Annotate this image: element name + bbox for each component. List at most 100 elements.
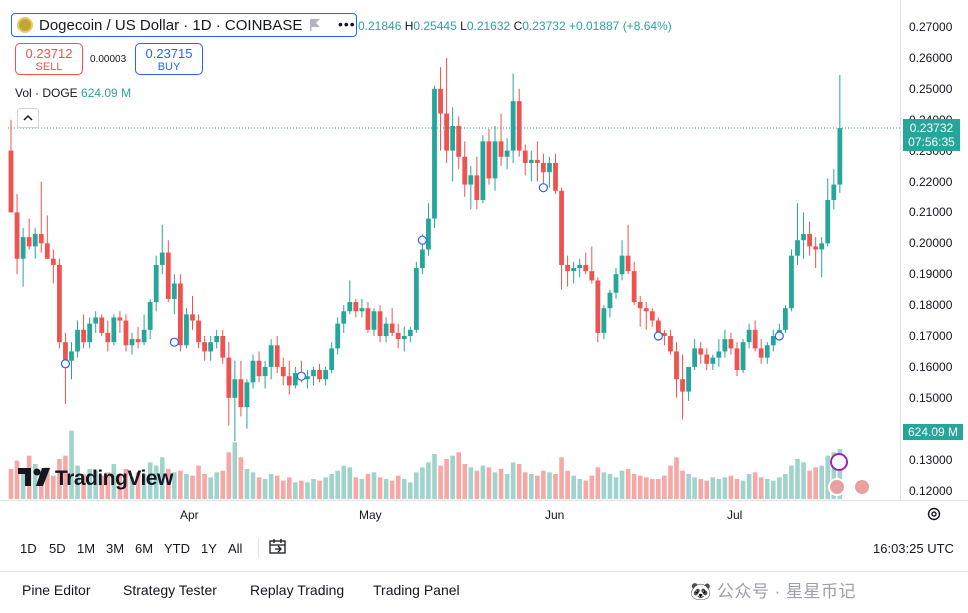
candle-body	[383, 323, 389, 336]
range-button-1y[interactable]: 1Y	[201, 541, 217, 556]
candle-body	[565, 264, 570, 272]
volume-bar	[516, 464, 522, 499]
volume-bar	[420, 467, 425, 499]
volume-bar	[32, 464, 38, 499]
range-button-all[interactable]: All	[228, 541, 243, 556]
volume-bar	[456, 452, 461, 499]
volume-bar	[668, 465, 673, 499]
utc-clock[interactable]: 16:03:25 UTC	[873, 541, 954, 556]
candle-body	[8, 150, 14, 213]
range-button-ytd[interactable]: YTD	[164, 541, 190, 556]
candle-body	[220, 336, 226, 358]
candle-body	[196, 320, 201, 343]
volume-bar	[14, 460, 20, 499]
candle-body	[141, 329, 147, 343]
candle-body	[504, 150, 510, 157]
candle-body	[528, 159, 534, 163]
price-tick-label: 0.12000	[909, 483, 953, 498]
candle-body	[746, 329, 752, 343]
candle-body	[613, 274, 619, 293]
candle-body	[117, 317, 123, 321]
volume-bar	[105, 472, 111, 499]
collapse-legend-button[interactable]	[17, 108, 39, 128]
range-button-5d[interactable]: 5D	[49, 541, 66, 556]
candle-body	[589, 271, 595, 281]
volume-bar	[274, 475, 280, 499]
candle-body	[426, 218, 431, 250]
candle-body	[359, 308, 365, 312]
volume-bar	[365, 474, 371, 499]
candle-body	[81, 329, 86, 343]
candle-body	[178, 283, 183, 346]
candle-body	[323, 369, 328, 380]
volume-bar	[123, 469, 129, 499]
candle-body	[26, 237, 32, 247]
candle-body	[50, 258, 56, 265]
event-marker-icon[interactable]	[830, 453, 848, 471]
candle-body	[232, 379, 238, 398]
volume-legend: Vol · DOGE 624.09 M	[15, 86, 131, 100]
buy-label: BUY	[157, 61, 181, 73]
symbol-title: Dogecoin / US Dollar · 1D · COINBASE	[39, 17, 303, 34]
candle-body	[649, 311, 655, 321]
sell-button[interactable]: 0.23712 SELL	[15, 43, 83, 75]
sell-price: 0.23712	[25, 46, 73, 61]
range-button-3m[interactable]: 3M	[106, 541, 125, 556]
candle-body	[668, 336, 673, 352]
range-button-6m[interactable]: 6M	[135, 541, 154, 556]
split-event-marker	[169, 337, 179, 347]
volume-bar	[214, 472, 219, 499]
volume-bar	[565, 470, 570, 499]
symbol-search-box[interactable]: Dogecoin / US Dollar · 1D · COINBASE •••	[11, 13, 357, 37]
volume-bar	[99, 475, 105, 499]
candle-body	[401, 336, 407, 340]
candle-body	[129, 339, 135, 346]
volume-bar	[758, 477, 764, 499]
flag-icon[interactable]	[309, 18, 321, 31]
candle-body	[147, 302, 153, 330]
volume-bar	[347, 467, 353, 499]
candle-body	[32, 234, 38, 247]
replay-bar-icon[interactable]	[268, 538, 288, 556]
more-options-icon[interactable]: •••	[338, 16, 356, 32]
range-button-1d[interactable]: 1D	[20, 541, 37, 556]
volume-bar	[202, 474, 207, 499]
volume-bar	[571, 475, 576, 499]
volume-bar	[81, 474, 86, 499]
candle-body	[553, 162, 558, 191]
volume-bar	[220, 470, 226, 499]
range-button-1m[interactable]: 1M	[77, 541, 96, 556]
volume-bar	[529, 474, 534, 499]
price-tick-label: 0.26000	[909, 50, 953, 65]
tab-replay-trading[interactable]: Replay Trading	[250, 582, 345, 598]
us-flag-event-icon-2[interactable]	[853, 478, 871, 496]
volume-bar	[57, 459, 62, 499]
volume-bar	[734, 479, 740, 499]
volume-bar	[359, 479, 365, 499]
candle-body	[783, 308, 788, 330]
candle-body	[831, 184, 837, 201]
volume-bar	[389, 480, 395, 499]
spread-value: 0.00003	[90, 54, 127, 65]
candle-body	[69, 351, 74, 361]
candle-body	[407, 329, 413, 336]
price-tick-label: 0.19000	[909, 267, 953, 282]
volume-bar	[87, 469, 92, 499]
volume-bar	[674, 457, 679, 499]
tab-strategy-tester[interactable]: Strategy Tester	[123, 582, 217, 598]
price-tick-label: 0.18000	[909, 298, 953, 313]
volume-bar	[317, 480, 322, 499]
gear-icon[interactable]	[926, 506, 942, 522]
candle-body	[764, 345, 770, 358]
buy-button[interactable]: 0.23715 BUY	[135, 43, 203, 75]
candle-body	[153, 264, 159, 303]
us-flag-event-icon[interactable]	[828, 478, 846, 496]
volume-bar	[93, 470, 98, 499]
tradingview-logo-text: TradingView	[55, 467, 173, 490]
tab-trading-panel[interactable]: Trading Panel	[373, 582, 460, 598]
volume-bar	[480, 465, 486, 499]
volume-bar	[541, 470, 546, 499]
candle-body	[698, 348, 704, 355]
tab-pine-editor[interactable]: Pine Editor	[22, 582, 91, 598]
